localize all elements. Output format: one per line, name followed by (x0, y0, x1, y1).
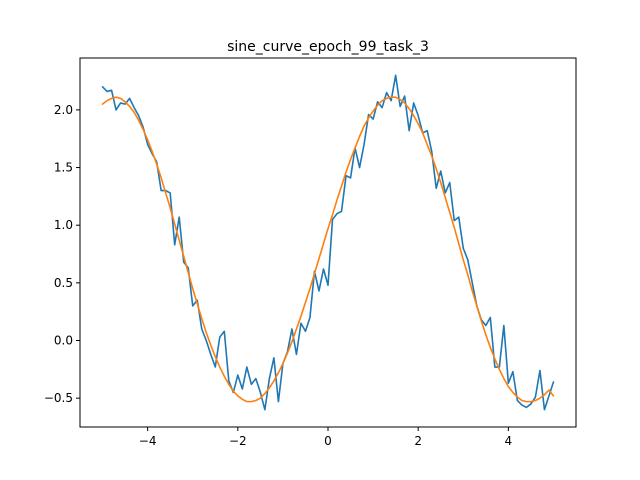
y-axis: −0.5 0.0 0.5 1.0 1.5 2.0 (44, 103, 80, 405)
x-tick-label: −2 (229, 434, 247, 448)
x-tick-label: −4 (139, 434, 157, 448)
y-tick-label: 0.0 (54, 334, 73, 348)
x-tick-label: 2 (414, 434, 422, 448)
x-tick-label: 4 (505, 434, 513, 448)
x-tick-label: 0 (324, 434, 332, 448)
series-layer (101, 74, 555, 411)
x-axis: −4 −2 0 2 4 (139, 427, 512, 448)
y-tick-label: 1.0 (54, 218, 73, 232)
series-line-2 (101, 96, 555, 403)
chart-title: sine_curve_epoch_99_task_3 (227, 39, 429, 55)
y-tick-label: 2.0 (54, 103, 73, 117)
y-tick-label: −0.5 (44, 391, 73, 405)
y-tick-label: 1.5 (54, 161, 73, 175)
y-tick-label: 0.5 (54, 276, 73, 290)
